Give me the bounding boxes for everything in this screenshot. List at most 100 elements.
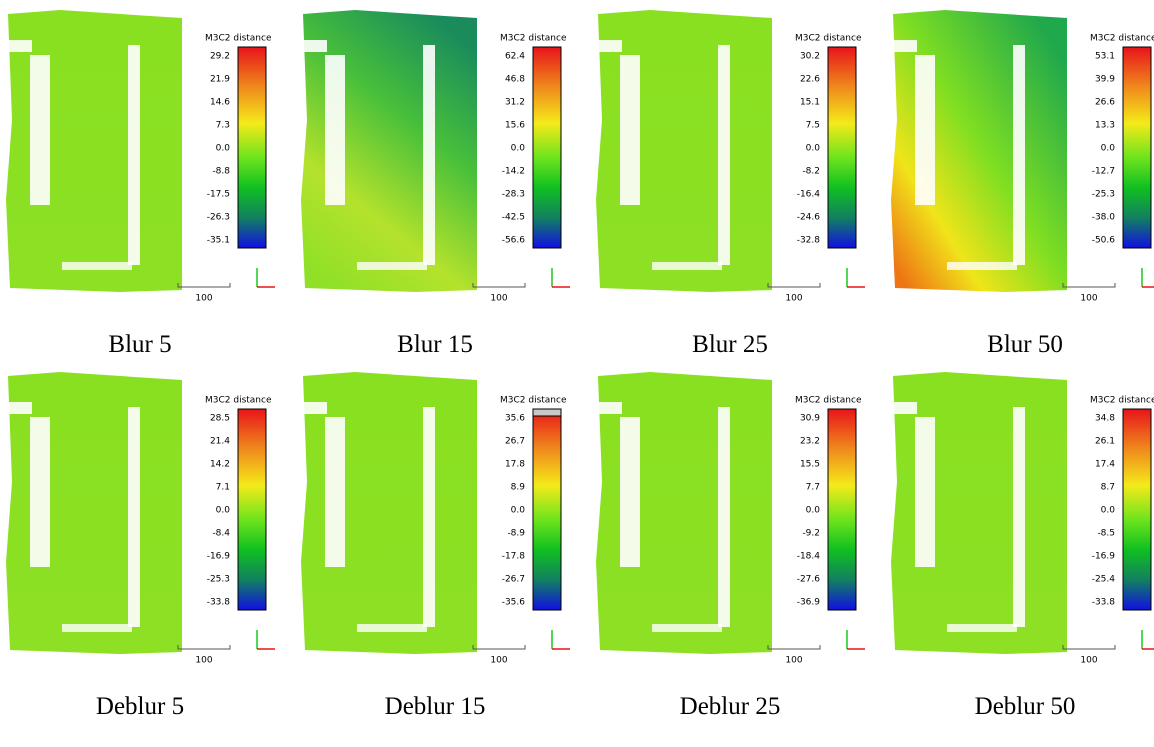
cloud-gap [652, 262, 722, 270]
tick-label: 7.1 [216, 483, 230, 493]
cloud-gap [598, 40, 622, 52]
cloud-gap [8, 402, 32, 414]
color-bar [237, 408, 267, 611]
cloud-gap [62, 262, 132, 270]
tick-label: -26.7 [502, 575, 525, 585]
panel: M3C2 distance 34.8 26.1 17.4 8.7 0.0 -8.5 -16.9… [891, 372, 1154, 720]
tick-label: 30.2 [800, 52, 820, 62]
tick-label: -35.1 [207, 236, 230, 246]
tick-label: 30.9 [800, 414, 820, 424]
caption: Blur 25 [692, 331, 768, 358]
tick-label: 21.9 [210, 75, 230, 85]
tick-label: 0.0 [216, 144, 231, 154]
tick-label: 17.4 [1095, 460, 1115, 470]
panel: M3C2 distance 29.2 21.9 14.6 7.3 0.0 -8.8 -17.5… [6, 10, 275, 358]
tick-label: -17.5 [207, 190, 230, 200]
tick-label: 7.5 [806, 121, 820, 131]
cloud-gap [423, 45, 435, 265]
color-bar [827, 46, 857, 249]
tick-label: 0.0 [511, 506, 526, 516]
scale-title: M3C2 distance [795, 34, 862, 44]
cloud-gap [652, 624, 722, 632]
cloud-gap [30, 417, 50, 567]
tick-label: 8.9 [511, 483, 526, 493]
tick-label: 7.3 [216, 121, 230, 131]
cloud-gap [893, 402, 917, 414]
cloud-gap [915, 417, 935, 567]
tick-label: -27.6 [797, 575, 821, 585]
scale-bar [177, 645, 231, 650]
tick-label: 8.7 [1101, 483, 1115, 493]
tick-label: 14.6 [210, 98, 230, 108]
tick-label: -26.3 [207, 213, 230, 223]
tick-label: -8.9 [507, 529, 525, 539]
tick-label: 14.2 [210, 460, 230, 470]
panel: M3C2 distance 62.4 46.8 31.2 15.6 0.0 -14.2 -28… [301, 10, 570, 358]
tick-label: -16.4 [797, 190, 821, 200]
scale-title: M3C2 distance [205, 396, 272, 406]
scale-title: M3C2 distance [500, 396, 567, 406]
tick-label: -17.8 [502, 552, 526, 562]
color-bar [1122, 408, 1152, 611]
tick-label: -36.9 [797, 598, 821, 608]
tick-label: -25.3 [1092, 190, 1115, 200]
scale-bar-label: 100 [785, 294, 802, 304]
tick-label: 39.9 [1095, 75, 1115, 85]
tick-label: -14.2 [502, 167, 525, 177]
cloud-gap [357, 624, 427, 632]
cloud-gap [423, 407, 435, 627]
cloud-gap [8, 40, 32, 52]
tick-label: 28.5 [210, 414, 230, 424]
tick-label: -8.8 [212, 167, 230, 177]
tick-label: -25.3 [207, 575, 230, 585]
caption: Deblur 5 [96, 693, 184, 720]
tick-label: 35.6 [505, 414, 525, 424]
tick-label: 29.2 [210, 52, 230, 62]
tick-label: 62.4 [505, 52, 525, 62]
tick-label: -33.8 [1092, 598, 1116, 608]
color-bar [827, 408, 857, 611]
scale-bar [767, 283, 821, 288]
tick-label: 26.7 [505, 437, 525, 447]
color-bar [237, 46, 267, 249]
scale-bar-label: 100 [490, 656, 507, 666]
tick-label: 15.6 [505, 121, 525, 131]
tick-label: 0.0 [1101, 506, 1116, 516]
tick-label: -9.2 [802, 529, 820, 539]
color-bar-overflow [532, 408, 562, 417]
caption: Deblur 15 [385, 693, 486, 720]
cloud-gap [947, 262, 1017, 270]
tick-label: 0.0 [1101, 144, 1116, 154]
cloud-gap [325, 55, 345, 205]
caption: Deblur 25 [680, 693, 781, 720]
tick-label: -8.2 [802, 167, 820, 177]
tick-label: -16.9 [207, 552, 231, 562]
cloud-gap [620, 55, 640, 205]
tick-label: -25.4 [1092, 575, 1116, 585]
tick-label: -12.7 [1092, 167, 1115, 177]
tick-label: 53.1 [1095, 52, 1115, 62]
scale-bar [767, 645, 821, 650]
tick-label: -33.8 [207, 598, 231, 608]
scale-bar [177, 283, 231, 288]
scale-bar-label: 100 [1080, 656, 1097, 666]
tick-label: 15.5 [800, 460, 820, 470]
scale-bar-label: 100 [490, 294, 507, 304]
caption: Blur 15 [397, 331, 473, 358]
panel: M3C2 distance 53.1 39.9 26.6 13.3 0.0 -12.7 -25… [891, 10, 1154, 358]
tick-label: 23.2 [800, 437, 820, 447]
tick-label: 17.8 [505, 460, 525, 470]
tick-label: -35.6 [502, 598, 526, 608]
scale-bar-label: 100 [785, 656, 802, 666]
tick-label: 13.3 [1095, 121, 1115, 131]
scale-bar [1062, 283, 1116, 288]
scale-bar-label: 100 [1080, 294, 1097, 304]
panel: M3C2 distance 35.6 26.7 17.8 8.9 0.0 -8.9 -17.8… [301, 372, 570, 720]
cloud-gap [357, 262, 427, 270]
scale-bar-label: 100 [195, 294, 212, 304]
caption: Deblur 50 [975, 693, 1076, 720]
caption: Blur 50 [987, 331, 1063, 358]
caption: Blur 5 [108, 331, 171, 358]
